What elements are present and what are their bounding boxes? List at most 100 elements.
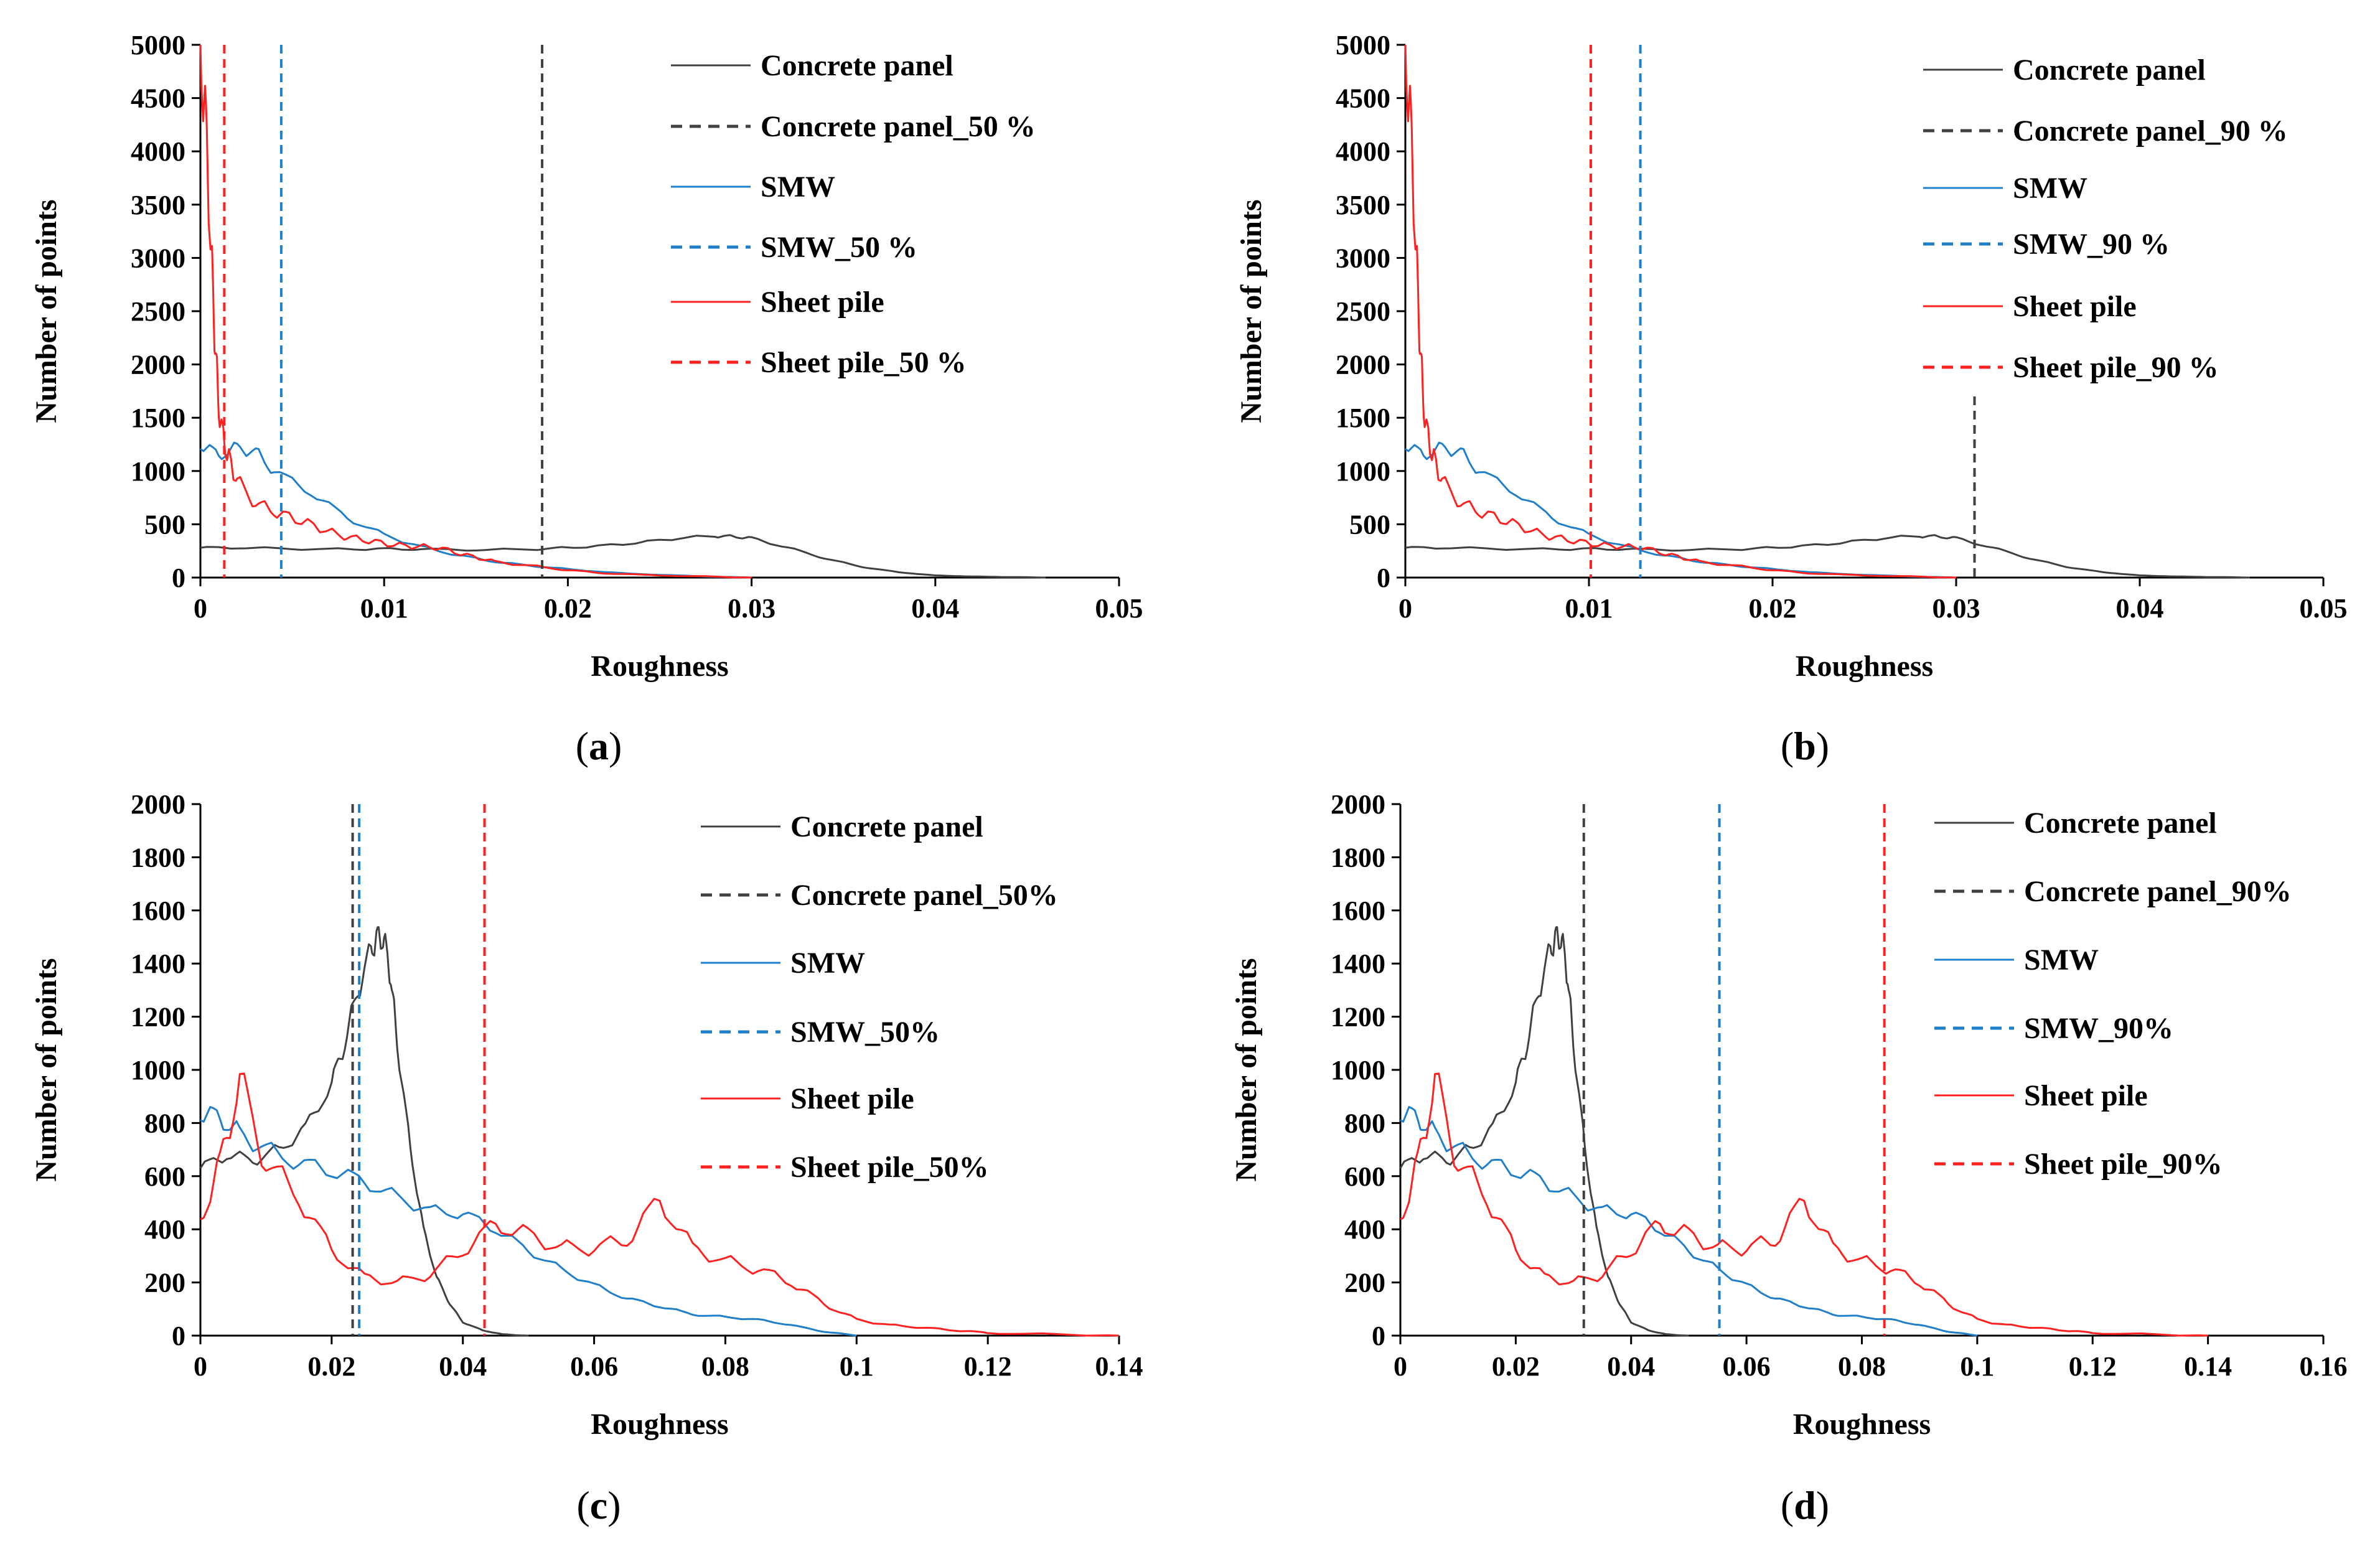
legend-label: Concrete panel_50% bbox=[790, 879, 1058, 912]
y-tick-label: 1000 bbox=[1336, 456, 1390, 487]
legend-label: Concrete panel_90 % bbox=[2013, 115, 2288, 148]
y-tick-label: 4500 bbox=[1336, 83, 1390, 114]
y-tick-label: 1600 bbox=[131, 896, 185, 926]
legend-label: SMW_50 % bbox=[761, 231, 917, 264]
legend: Concrete panel Concrete panel_50% SMW SMW_5… bbox=[701, 810, 1058, 1184]
legend-label: Sheet pile bbox=[790, 1082, 914, 1115]
y-tick-label: 3000 bbox=[1336, 243, 1390, 273]
y-tick-label: 0 bbox=[172, 1321, 185, 1351]
x-tick-label: 0.02 bbox=[307, 1351, 355, 1382]
y-tick-label: 1800 bbox=[131, 842, 185, 873]
x-tick-label: 0.03 bbox=[1933, 593, 1980, 624]
y-tick-label: 2500 bbox=[1336, 296, 1390, 327]
y-tick-label: 200 bbox=[144, 1268, 185, 1298]
series-line-sheet bbox=[200, 1072, 1120, 1337]
x-tick-label: 0.08 bbox=[701, 1351, 749, 1382]
legend-label: SMW_50% bbox=[790, 1016, 940, 1049]
y-tick-label: 3500 bbox=[131, 190, 185, 220]
x-tick-label: 0.12 bbox=[2069, 1351, 2117, 1382]
x-tick-label: 0.01 bbox=[1565, 593, 1613, 624]
x-tick-label: 0 bbox=[194, 593, 207, 624]
x-tick-label: 0.01 bbox=[360, 593, 408, 624]
y-tick-label: 2000 bbox=[1331, 789, 1385, 820]
series-line-sheet bbox=[199, 44, 752, 579]
legend-label: Concrete panel bbox=[761, 49, 953, 82]
legend-label: Concrete panel bbox=[2024, 807, 2217, 840]
x-tick-label: 0.04 bbox=[1607, 1351, 1655, 1382]
chart-panel-b: 0 500 1000 1500 2000 2500 3000 3500 4000 4500 5000… bbox=[1235, 30, 2348, 768]
x-tick-label: 0.04 bbox=[2116, 593, 2164, 624]
x-axis-title: Roughness bbox=[591, 1408, 728, 1441]
x-tick-label: 0 bbox=[194, 1351, 207, 1382]
y-tick-label: 5000 bbox=[131, 30, 185, 60]
y-tick-label: 600 bbox=[1344, 1161, 1385, 1192]
panel-label-open-paren: ( bbox=[576, 1483, 589, 1527]
x-tick-label: 0.04 bbox=[439, 1351, 487, 1382]
y-tick-label: 4000 bbox=[131, 136, 185, 167]
legend-label: Sheet pile_50 % bbox=[761, 346, 967, 379]
y-axis-title: Number of points bbox=[30, 958, 63, 1181]
panel-label-close-paren: ) bbox=[1816, 1483, 1829, 1527]
panel-label-letter: b bbox=[1794, 724, 1816, 768]
x-tick-label: 0.1 bbox=[1960, 1351, 1994, 1382]
panel-label: (a) bbox=[576, 724, 622, 768]
legend-label: SMW bbox=[790, 947, 865, 980]
x-tick-label: 0.05 bbox=[2300, 593, 2348, 624]
y-tick-label: 1000 bbox=[131, 1055, 185, 1085]
legend-label: Sheet pile bbox=[2013, 290, 2137, 323]
y-tick-label: 5000 bbox=[1336, 30, 1390, 60]
series-line-sheet bbox=[1400, 1072, 2208, 1337]
x-tick-label: 0.04 bbox=[911, 593, 959, 624]
x-tick-label: 0.08 bbox=[1838, 1351, 1886, 1382]
x-axis-title: Roughness bbox=[591, 650, 728, 683]
y-tick-label: 800 bbox=[144, 1108, 185, 1138]
y-tick-label: 1500 bbox=[131, 403, 185, 433]
y-tick-label: 1200 bbox=[131, 1002, 185, 1033]
legend-label: Concrete panel_90% bbox=[2024, 875, 2292, 908]
panel-label-letter: a bbox=[589, 724, 609, 768]
y-tick-label: 1200 bbox=[1331, 1002, 1385, 1033]
y-axis-title: Number of points bbox=[1235, 199, 1268, 423]
legend-label: Sheet pile bbox=[2024, 1079, 2148, 1112]
panel-label-open-paren: ( bbox=[1781, 724, 1794, 768]
y-tick-label: 1400 bbox=[131, 948, 185, 979]
legend-label: SMW bbox=[2024, 944, 2099, 977]
series-line-concrete bbox=[199, 926, 529, 1337]
chart-panel-a: 0 500 1000 1500 2000 2500 3000 3500 4000 4500 5000… bbox=[30, 30, 1143, 768]
series-line-sheet bbox=[1404, 44, 1957, 579]
panel-label-open-paren: ( bbox=[1781, 1483, 1794, 1527]
legend-label: Concrete panel bbox=[790, 810, 983, 843]
y-tick-label: 600 bbox=[144, 1161, 185, 1192]
y-tick-label: 1800 bbox=[1331, 842, 1385, 873]
x-tick-label: 0.05 bbox=[1095, 593, 1143, 624]
y-tick-label: 3500 bbox=[1336, 190, 1390, 220]
legend-label: Concrete panel bbox=[2013, 54, 2206, 87]
x-tick-label: 0.14 bbox=[1095, 1351, 1143, 1382]
legend-label: Sheet pile_90 % bbox=[2013, 351, 2219, 384]
panel-label-close-paren: ) bbox=[609, 724, 622, 768]
y-tick-label: 2000 bbox=[131, 789, 185, 820]
y-tick-label: 400 bbox=[1344, 1214, 1385, 1245]
x-tick-label: 0.02 bbox=[544, 593, 592, 624]
x-tick-label: 0.16 bbox=[2300, 1351, 2348, 1382]
panel-label-letter: d bbox=[1794, 1483, 1816, 1527]
legend: Concrete panel Concrete panel_50 % SMW SMW_… bbox=[671, 49, 1036, 379]
y-tick-label: 1600 bbox=[1331, 896, 1385, 926]
y-tick-label: 1000 bbox=[1331, 1055, 1385, 1085]
x-tick-label: 0.06 bbox=[570, 1351, 618, 1382]
y-tick-label: 2000 bbox=[1336, 350, 1390, 380]
y-tick-label: 2000 bbox=[131, 350, 185, 380]
x-tick-label: 0.02 bbox=[1492, 1351, 1540, 1382]
legend-label: SMW bbox=[761, 171, 835, 204]
series-line-concrete bbox=[1399, 926, 1689, 1337]
series-line-concrete bbox=[1405, 534, 2251, 579]
y-tick-label: 3000 bbox=[131, 243, 185, 273]
x-tick-label: 0 bbox=[1398, 593, 1412, 624]
chart-panel-c: 0 200 400 600 800 1000 1200 1400 1600 1800 2000 0 0.… bbox=[30, 789, 1143, 1527]
legend: Concrete panel Concrete panel_90 % SMW SMW_… bbox=[1923, 54, 2288, 384]
x-tick-label: 0.06 bbox=[1723, 1351, 1771, 1382]
y-tick-label: 500 bbox=[1349, 509, 1390, 540]
panel-label-letter: c bbox=[590, 1483, 607, 1527]
